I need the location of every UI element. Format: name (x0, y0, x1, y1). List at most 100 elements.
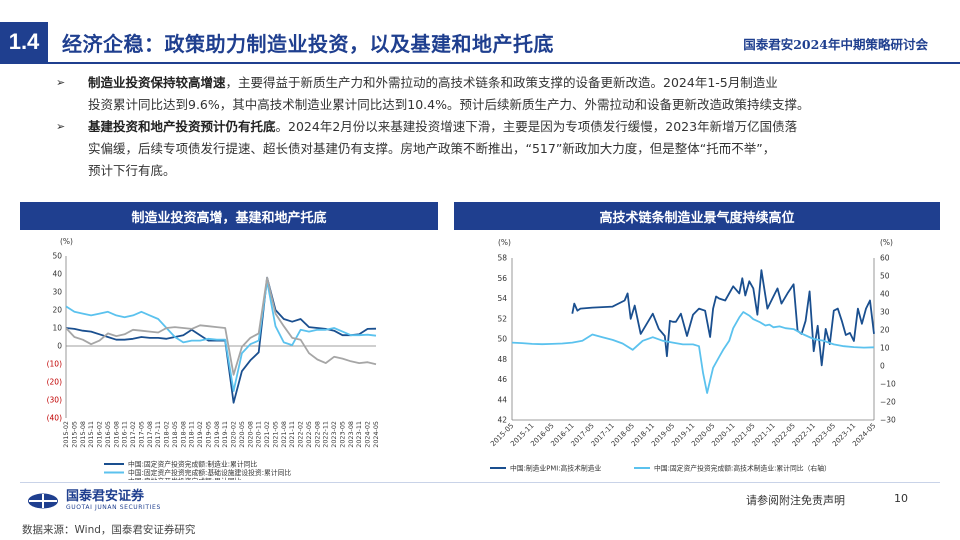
bullet-text: 。2024年2月份以来基建投资增速下滑，主要是因为专项债发行缓慢，2023年新增… (275, 119, 798, 134)
y-right-tick-label: 50 (880, 272, 890, 281)
y-tick-label: (20) (47, 378, 62, 387)
x-tick-label: 2016-02 (96, 421, 104, 448)
x-tick-label: 2018-02 (163, 421, 171, 448)
x-tick-label: 2022-02 (297, 421, 305, 448)
bullet-line: 基建投资和地产投资预计仍有托底。2024年2月份以来基建投资增速下滑，主要是因为… (88, 116, 926, 138)
y-tick-label: 10 (52, 324, 62, 333)
x-tick-label: 2021-08 (280, 421, 288, 448)
y-left-tick-label: 58 (497, 254, 507, 263)
x-tick-label: 2023-11 (355, 421, 363, 448)
right-panel-title: 高技术链条制造业景气度持续高位 (454, 202, 940, 230)
x-tick-label: 2022-05 (305, 421, 313, 448)
x-tick-label: 2017-11 (154, 421, 162, 448)
y-left-tick-label: 44 (497, 395, 507, 404)
bullet-line: 预计下行有底。 (88, 163, 176, 178)
y-right-tick-label: 0 (880, 362, 885, 371)
x-tick-label: 2024-05 (372, 421, 380, 448)
logo-mark-icon (28, 493, 58, 508)
y-left-tick-label: 50 (497, 335, 507, 344)
bullet-arrow-icon: ➢ (56, 120, 66, 133)
x-tick-label: 2022-08 (313, 421, 321, 448)
bullet-line: 制造业投资保持较高增速，主要得益于新质生产力和外需拉动的高技术链条和政策支撑的设… (88, 72, 926, 94)
x-tick-label: 2015-08 (79, 421, 87, 448)
bullet-text: ，主要得益于新质生产力和外需拉动的高技术链条和政策支撑的设备更新改造。2024年… (225, 75, 778, 90)
series-line-0 (571, 269, 875, 367)
y-tick-label: 30 (52, 288, 62, 297)
data-source: 数据来源：Wind，国泰君安证券研究 (22, 524, 196, 536)
x-tick-label: 2016-05 (104, 421, 112, 448)
disclaimer-link[interactable]: 请参阅附注免责声明 (746, 494, 845, 507)
y-right-tick-label: 20 (880, 326, 890, 335)
x-tick-label: 2021-11 (288, 421, 296, 448)
left-unit-label: (%) (498, 238, 511, 247)
y-right-tick-label: 10 (880, 344, 890, 353)
series-line-2 (65, 276, 377, 376)
series-line-0 (65, 276, 377, 404)
y-right-tick-label: 40 (880, 290, 890, 299)
left-panel-title: 制造业投资高增，基建和地产托底 (20, 202, 438, 230)
x-tick-label: 2018-11 (188, 421, 196, 448)
bullet-arrow-icon: ➢ (56, 76, 66, 89)
legend-label: 中国:固定资产投资完成额:高技术制造业:累计同比（右轴） (654, 464, 831, 473)
x-tick-label: 2019-11 (221, 421, 229, 448)
y-tick-label: (40) (47, 414, 62, 423)
x-tick-label: 2015-02 (62, 421, 70, 448)
bullet-item: ➢ 基建投资和地产投资预计仍有托底。2024年2月份以来基建投资增速下滑，主要是… (56, 116, 926, 182)
x-tick-label: 2019-05 (204, 421, 212, 448)
title-divider (0, 62, 960, 64)
legend-label: 中国:房地产开发投资完成额:累计同比 (128, 477, 242, 481)
y-tick-label: (10) (47, 360, 62, 369)
legend-label: 中国:固定资产投资完成额:制造业:累计同比 (128, 460, 257, 469)
footer-divider (20, 482, 940, 483)
y-left-tick-label: 46 (497, 375, 507, 384)
legend-label: 中国:固定资产投资完成额:基础设施建设投资:累计同比 (128, 468, 291, 477)
series-line-1 (511, 311, 875, 394)
x-tick-label: 2018-05 (171, 421, 179, 448)
right-chart: (%) (%) 58 56 54 52 50 48 46 44 42 60 50 40 30 20 10 0 −10… (489, 238, 896, 473)
x-tick-label: 2023-05 (338, 421, 346, 448)
legend-label: 中国:制造业PMI:高技术制造业 (510, 464, 602, 473)
y-left-tick-label: 42 (497, 416, 507, 425)
x-tick-label: 2018-08 (179, 421, 187, 448)
y-unit-label: (%) (60, 237, 73, 246)
x-tick-label: 2024-02 (364, 421, 372, 448)
y-right-tick-label: 60 (880, 254, 890, 263)
x-tick-label: 2021-05 (271, 421, 279, 448)
bullet-line: 投资累计同比达到9.6%，其中高技术制造业累计同比达到10.4%。预计后续新质生… (88, 97, 810, 112)
x-tick-label: 2017-05 (137, 421, 145, 448)
x-tick-label: 2023-02 (330, 421, 338, 448)
x-tick-label: 2015-05 (70, 421, 78, 448)
logo-text: 国泰君安证券 GUOTAI JUNAN SECURITIES (66, 489, 161, 512)
logo-name-cn: 国泰君安证券 (66, 489, 145, 504)
x-tick-label: 2023-08 (347, 421, 355, 448)
section-number: 1.4 (0, 22, 48, 62)
bullet-list: ➢ 制造业投资保持较高增速，主要得益于新质生产力和外需拉动的高技术链条和政策支撑… (56, 72, 926, 182)
x-tick-label: 2021-02 (263, 421, 271, 448)
y-right-tick-label: 30 (880, 308, 890, 317)
x-tick-label: 2020-02 (230, 421, 238, 448)
logo-name-en: GUOTAI JUNAN SECURITIES (66, 504, 161, 511)
y-right-tick-label: −30 (880, 416, 896, 425)
y-left-tick-label: 54 (497, 294, 507, 303)
page-number: 10 (894, 492, 908, 505)
company-logo: 国泰君安证券 GUOTAI JUNAN SECURITIES (26, 490, 161, 511)
y-tick-label: 50 (52, 252, 62, 261)
y-right-tick-label: −20 (880, 398, 896, 407)
bullet-line: 实偏缓，后续专项债发行提速、超长债对基建仍有支撑。房地产政策不断推出，“517”… (88, 141, 776, 156)
conference-label: 国泰君安2024年中期策略研讨会 (743, 37, 928, 52)
x-tick-label: 2020-05 (238, 421, 246, 448)
y-tick-label: 40 (52, 270, 62, 279)
series-line-1 (65, 280, 377, 392)
y-tick-label: (30) (47, 396, 62, 405)
y-right-tick-label: −10 (880, 380, 896, 389)
x-tick-label: 2017-08 (146, 421, 154, 448)
bullet-item: ➢ 制造业投资保持较高增速，主要得益于新质生产力和外需拉动的高技术链条和政策支撑… (56, 72, 926, 116)
x-tick-label: 2016-08 (112, 421, 120, 448)
y-left-tick-label: 56 (497, 274, 507, 283)
x-tick-label: 2019-08 (213, 421, 221, 448)
y-tick-label: 0 (57, 342, 62, 351)
page-title: 经济企稳：政策助力制造业投资，以及基建和地产托底 (62, 32, 554, 56)
x-tick-label: 2020-11 (255, 421, 263, 448)
right-unit-label: (%) (880, 238, 893, 247)
